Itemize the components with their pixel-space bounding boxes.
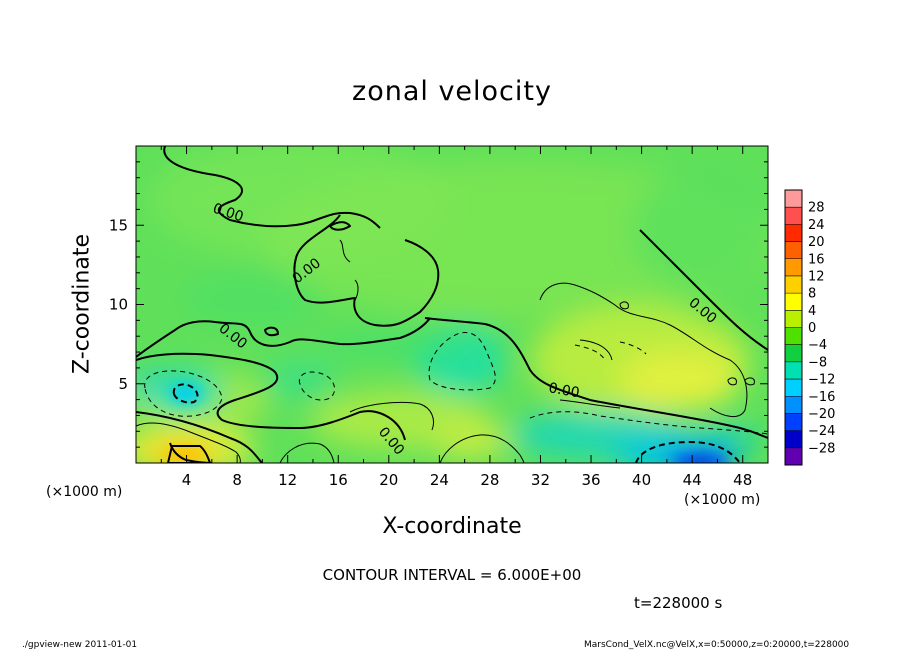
x-tick-label: 28 — [480, 471, 499, 489]
colorbar-label: −4 — [808, 338, 827, 353]
x-unit-label-right: (×1000 m) — [684, 492, 761, 508]
colorbar-label: 16 — [808, 252, 825, 267]
colorbar-label: 12 — [808, 269, 825, 284]
colorbar-label: −12 — [808, 373, 835, 388]
negative-contours — [144, 331, 768, 435]
colorbar-label: 24 — [808, 218, 825, 233]
x-tick-label: 44 — [683, 471, 702, 489]
x-tick-label: 16 — [329, 471, 348, 489]
colorbar-swatch — [785, 207, 802, 225]
colorbar-swatch — [785, 327, 802, 346]
x-tick-label: 8 — [232, 471, 242, 489]
x-tick-label: 12 — [278, 471, 297, 489]
x-tick-label: 48 — [733, 471, 752, 489]
colorbar: 28 24 20 16 12 8 4 0 −4 −8 −12 −16 −20 −24 −28 — [784, 189, 835, 466]
velocity-field — [136, 146, 768, 463]
colorbar-swatch — [785, 413, 802, 432]
x-unit-label-left: (×1000 m) — [46, 484, 123, 500]
colorbar-label: 0 — [808, 321, 816, 336]
x-tick-label: 4 — [182, 471, 192, 489]
colorbar-label: −20 — [808, 407, 835, 422]
colorbar-swatch — [785, 224, 802, 243]
colorbar-swatch — [785, 396, 802, 414]
colorbar-swatch — [785, 275, 802, 294]
colorbar-label: −16 — [808, 390, 835, 405]
y-tick-label: 15 — [109, 216, 128, 234]
colorbar-label: −24 — [808, 424, 835, 439]
x-tick-label: 20 — [379, 471, 398, 489]
y-tick-label: 5 — [118, 375, 128, 393]
footer-left-text: ./gpview-new 2011-01-01 — [22, 640, 138, 650]
y-tick-label: 10 — [109, 296, 128, 314]
time-text: t=228000 s — [634, 594, 723, 612]
positive-contours — [136, 239, 755, 463]
colorbar-swatch — [785, 430, 802, 449]
colorbar-swatch — [785, 361, 802, 380]
colorbar-swatch — [785, 344, 802, 363]
x-axis: 4 8 12 16 20 24 28 32 36 40 44 48 — [160, 146, 752, 489]
x-tick-label: 32 — [531, 471, 550, 489]
x-axis-label: X-coordinate — [382, 514, 522, 539]
colorbar-swatch — [785, 293, 802, 311]
footer-right-text: MarsCond_VelX.nc@VelX,x=0:50000,z=0:2000… — [584, 640, 850, 650]
colorbar-label: −28 — [808, 441, 835, 456]
colorbar-label: 20 — [808, 235, 825, 250]
colorbar-swatch — [785, 241, 802, 260]
chart-title: zonal velocity — [352, 76, 552, 107]
colorbar-label: 8 — [808, 287, 816, 302]
colorbar-label: 4 — [808, 304, 816, 319]
colorbar-swatch — [785, 379, 802, 397]
x-tick-label: 40 — [632, 471, 651, 489]
colorbar-swatch — [785, 447, 802, 466]
contour-label: 0.00 — [547, 380, 580, 401]
colorbar-label: −8 — [808, 355, 827, 370]
y-axis: 5 10 15 — [109, 161, 768, 448]
contour-interval-text: CONTOUR INTERVAL = 6.000E+00 — [322, 566, 582, 584]
x-tick-label: 36 — [581, 471, 600, 489]
colorbar-label: 28 — [808, 201, 825, 216]
x-tick-label: 24 — [430, 471, 449, 489]
colorbar-swatch — [785, 190, 802, 208]
colorbar-swatch — [785, 258, 802, 277]
colorbar-swatch — [785, 310, 802, 328]
zero-contours — [136, 146, 768, 463]
y-axis-label: Z-coordinate — [69, 234, 95, 374]
